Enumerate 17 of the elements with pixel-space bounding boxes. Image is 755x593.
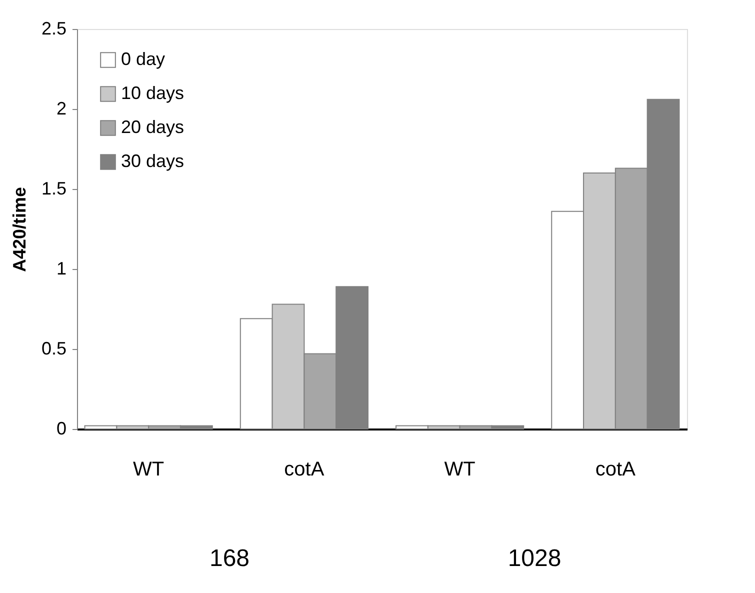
legend-label: 20 days (121, 117, 184, 137)
legend-label: 0 day (121, 49, 166, 69)
x-tick-label: cotA (284, 458, 325, 480)
y-tick-label: 0.5 (41, 338, 66, 358)
x-tick-label: WT (133, 458, 164, 480)
y-tick-label: 2 (56, 98, 66, 118)
y-tick-label: 1.5 (41, 178, 66, 198)
y-tick-label: 1 (56, 258, 66, 278)
x-tick-label: cotA (595, 458, 636, 480)
legend-label: 10 days (121, 83, 184, 103)
x-tick-label: WT (444, 458, 476, 480)
text: 1028 (508, 545, 562, 572)
y-tick-label: 0 (56, 418, 66, 438)
legend-label: 30 days (121, 151, 184, 171)
y-axis-title: A420/time (9, 186, 30, 272)
y-tick-label: 2.5 (41, 18, 66, 38)
text: 168 (209, 545, 250, 572)
